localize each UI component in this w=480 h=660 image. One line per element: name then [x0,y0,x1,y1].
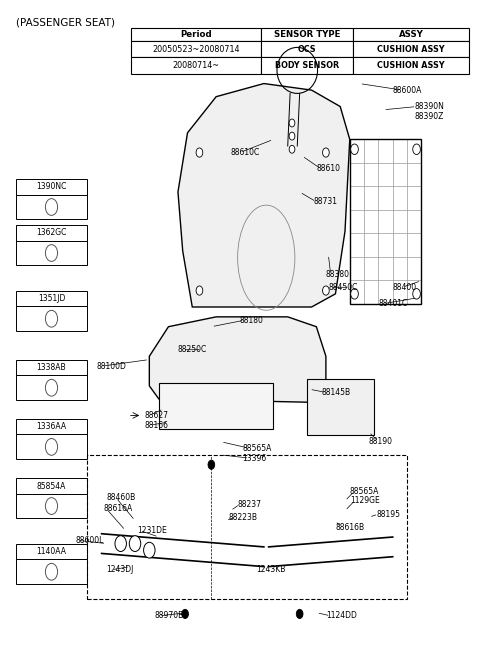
Circle shape [182,609,189,618]
Text: 88180: 88180 [240,315,264,325]
Bar [131,41,261,57]
Circle shape [115,536,126,552]
Circle shape [144,543,155,558]
Bar [307,379,373,435]
Text: 1243KB: 1243KB [257,566,286,574]
Text: 88610C: 88610C [230,148,260,157]
Circle shape [296,609,303,618]
Text: 88390Z: 88390Z [414,112,444,121]
Text: 1124DD: 1124DD [326,611,357,620]
Text: 88610: 88610 [316,164,340,174]
Text: 88616A: 88616A [104,504,133,513]
Text: CUSHION ASSY: CUSHION ASSY [377,44,445,53]
Text: 88223B: 88223B [228,513,257,522]
Bar [16,225,87,241]
Text: 88195: 88195 [376,510,400,519]
Text: (PASSENGER SEAT): (PASSENGER SEAT) [16,18,115,28]
Circle shape [323,286,329,295]
Bar [353,28,469,41]
Circle shape [413,144,420,154]
Text: 88565A: 88565A [242,444,272,453]
Text: 88250C: 88250C [178,345,207,354]
Circle shape [351,144,359,154]
Bar [16,241,87,265]
Text: 88460B: 88460B [107,493,136,502]
Bar [16,180,87,195]
Text: 88100D: 88100D [97,362,127,371]
Text: 1362GC: 1362GC [36,228,67,238]
Bar [16,291,87,306]
Text: 1129GE: 1129GE [350,496,380,506]
Text: 88970B: 88970B [154,611,183,620]
Text: CUSHION ASSY: CUSHION ASSY [377,61,445,70]
Circle shape [351,288,359,299]
Text: BODY SENSOR: BODY SENSOR [275,61,339,70]
Text: 85854A: 85854A [37,482,66,490]
Bar [131,57,261,74]
Bar [159,383,274,428]
Text: 1231DE: 1231DE [137,526,167,535]
Circle shape [129,536,141,552]
Text: 88616B: 88616B [336,523,365,532]
Text: 88450C: 88450C [328,282,358,292]
Text: 88380: 88380 [326,270,350,279]
Text: 88400: 88400 [393,282,417,292]
Bar [261,28,353,41]
PathPatch shape [178,84,350,307]
Bar [87,455,407,599]
Circle shape [323,148,329,157]
Text: 1243DJ: 1243DJ [107,566,134,574]
Bar [353,57,469,74]
Text: 88166: 88166 [144,421,168,430]
Text: 88401C: 88401C [378,299,408,308]
Bar [16,560,87,584]
Text: 88390N: 88390N [414,102,444,111]
Text: 20050523~20080714: 20050523~20080714 [152,44,240,53]
Circle shape [208,460,215,469]
Circle shape [196,148,203,157]
Bar [16,306,87,331]
Circle shape [196,286,203,295]
Text: 88600A: 88600A [393,86,422,94]
Text: OCS: OCS [298,44,316,53]
Text: Period: Period [180,30,212,39]
Text: 88600L: 88600L [75,536,104,544]
Text: 88190: 88190 [369,437,393,446]
Bar [16,494,87,518]
Text: 20080714~: 20080714~ [172,61,219,70]
Circle shape [289,119,295,127]
Bar [16,360,87,376]
Text: SENSOR TYPE: SENSOR TYPE [274,30,340,39]
Bar [16,419,87,434]
Bar [16,376,87,400]
Bar [261,41,353,57]
Bar [353,41,469,57]
Circle shape [413,288,420,299]
Text: 1390NC: 1390NC [36,182,67,191]
Text: 88565A: 88565A [350,486,379,496]
Text: 1336AA: 1336AA [36,422,67,432]
Text: 88145B: 88145B [321,388,350,397]
Bar [16,478,87,494]
Text: 13396: 13396 [242,453,266,463]
PathPatch shape [149,317,326,403]
Bar [261,57,353,74]
Bar [16,434,87,459]
Text: 88731: 88731 [314,197,338,207]
Bar [131,28,261,41]
Circle shape [289,132,295,140]
Circle shape [289,145,295,153]
Bar [350,139,421,304]
Bar [16,544,87,560]
Text: 88627: 88627 [144,411,168,420]
Text: 1140AA: 1140AA [36,547,67,556]
Bar [16,195,87,219]
Text: ASSY: ASSY [399,30,424,39]
Text: 1338AB: 1338AB [36,363,66,372]
Text: 1351JD: 1351JD [38,294,65,303]
Text: 88237: 88237 [238,500,262,509]
